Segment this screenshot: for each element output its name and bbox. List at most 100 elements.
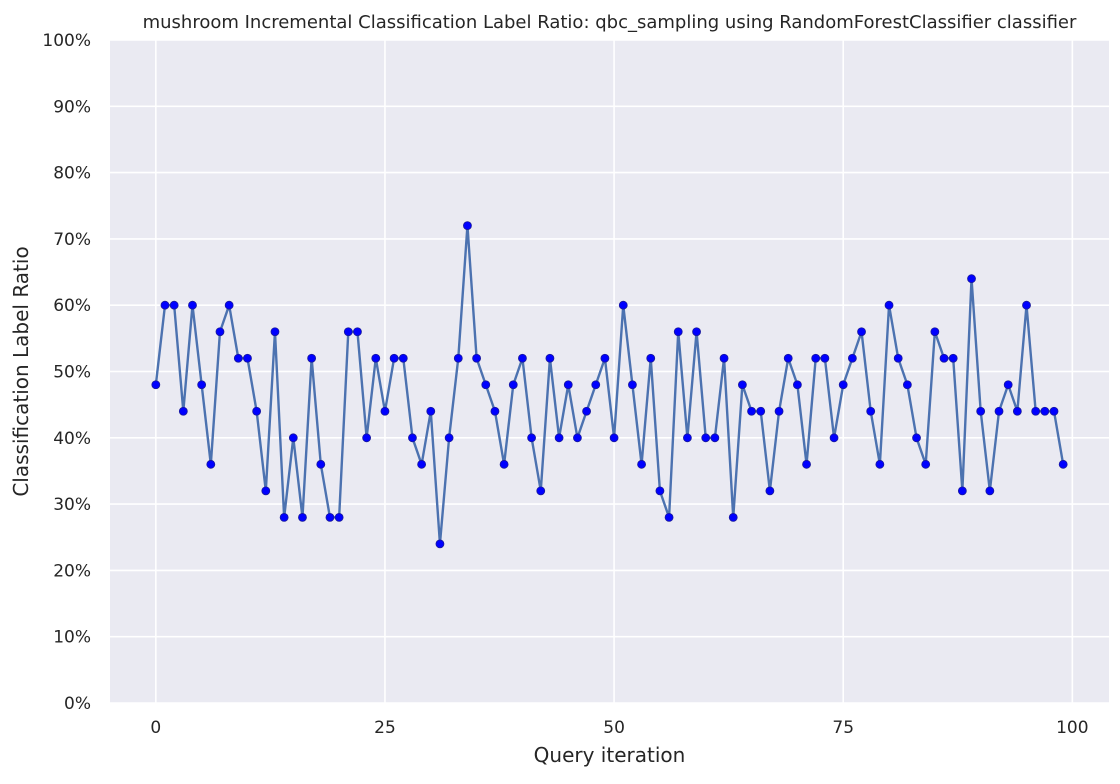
- data-point: [224, 300, 234, 310]
- data-point: [902, 380, 912, 390]
- data-point: [444, 433, 454, 443]
- y-tick-label: 0%: [64, 694, 91, 714]
- data-point: [243, 353, 252, 363]
- data-point: [573, 433, 582, 443]
- data-point: [398, 353, 408, 363]
- data-point: [948, 353, 958, 363]
- data-point: [325, 512, 335, 522]
- data-point: [847, 353, 857, 363]
- y-tick-label: 30%: [53, 495, 91, 515]
- data-point: [536, 486, 546, 496]
- data-point: [151, 380, 161, 390]
- data-point: [637, 459, 646, 469]
- data-point: [655, 486, 665, 496]
- x-tick-label: 100: [1056, 718, 1088, 738]
- data-point: [747, 406, 756, 416]
- data-point: [453, 353, 463, 363]
- series-line-layer: [154, 224, 1065, 546]
- data-point: [967, 274, 976, 284]
- data-point: [930, 327, 940, 337]
- x-tick-label: 75: [832, 718, 854, 738]
- data-point: [820, 353, 830, 363]
- data-point: [1040, 406, 1050, 416]
- data-point: [334, 512, 344, 522]
- data-point: [884, 300, 894, 310]
- data-point: [545, 353, 555, 363]
- data-point: [554, 433, 564, 443]
- data-point: [701, 433, 711, 443]
- data-point: [783, 353, 793, 363]
- y-tick-label: 90%: [53, 97, 91, 117]
- data-point: [298, 512, 307, 522]
- data-point: [664, 512, 674, 522]
- data-point: [481, 380, 491, 390]
- data-point: [618, 300, 628, 310]
- data-point: [1058, 459, 1068, 469]
- data-point: [343, 327, 353, 337]
- data-point: [912, 433, 921, 443]
- data-point: [215, 327, 225, 337]
- data-point: [435, 539, 445, 549]
- data-point: [710, 433, 720, 443]
- data-point: [499, 459, 509, 469]
- data-point: [307, 353, 317, 363]
- x-tick-labels: 0 25 50 75 100: [150, 718, 1088, 738]
- data-point: [976, 406, 986, 416]
- data-point: [353, 327, 362, 337]
- data-point: [939, 353, 949, 363]
- data-point: [985, 486, 995, 496]
- data-point: [206, 459, 216, 469]
- data-point: [518, 353, 527, 363]
- data-point: [728, 512, 738, 522]
- data-point: [893, 353, 903, 363]
- data-point: [1049, 406, 1059, 416]
- y-tick-label: 20%: [53, 561, 91, 581]
- data-point: [1022, 300, 1031, 310]
- data-point: [600, 353, 610, 363]
- data-point: [774, 406, 784, 416]
- y-tick-label: 50%: [53, 363, 91, 383]
- data-point: [252, 406, 262, 416]
- data-point: [270, 327, 280, 337]
- y-tick-label: 10%: [53, 628, 91, 648]
- x-tick-label: 0: [150, 718, 161, 738]
- data-point: [279, 512, 289, 522]
- data-point: [1012, 406, 1022, 416]
- data-point: [380, 406, 390, 416]
- data-point: [1031, 406, 1041, 416]
- data-point: [288, 433, 298, 443]
- x-tick-label: 25: [374, 718, 396, 738]
- data-point: [188, 300, 197, 310]
- data-point: [160, 300, 170, 310]
- data-point: [646, 353, 656, 363]
- data-point: [591, 380, 601, 390]
- data-point: [609, 433, 619, 443]
- data-point: [1003, 380, 1013, 390]
- data-point: [628, 380, 637, 390]
- data-point: [692, 327, 701, 337]
- y-tick-labels: 0% 10% 20% 30% 40% 50% 60% 70% 80% 90% 100%: [42, 31, 91, 714]
- data-point: [472, 353, 482, 363]
- data-point: [527, 433, 536, 443]
- data-point: [829, 433, 839, 443]
- data-point: [857, 327, 866, 337]
- data-point: [178, 406, 188, 416]
- data-point: [233, 353, 243, 363]
- y-tick-label: 70%: [53, 230, 91, 250]
- data-point: [582, 406, 591, 416]
- y-tick-label: 80%: [53, 164, 91, 184]
- data-point: [921, 459, 931, 469]
- data-point: [508, 380, 518, 390]
- data-point: [866, 406, 876, 416]
- data-point: [408, 433, 417, 443]
- data-point: [765, 486, 775, 496]
- data-point: [756, 406, 766, 416]
- y-axis-title: Classification Label Ratio: [9, 246, 33, 496]
- data-point: [802, 459, 811, 469]
- data-point: [673, 327, 683, 337]
- data-point: [719, 353, 729, 363]
- data-point: [737, 380, 747, 390]
- data-point: [838, 380, 848, 390]
